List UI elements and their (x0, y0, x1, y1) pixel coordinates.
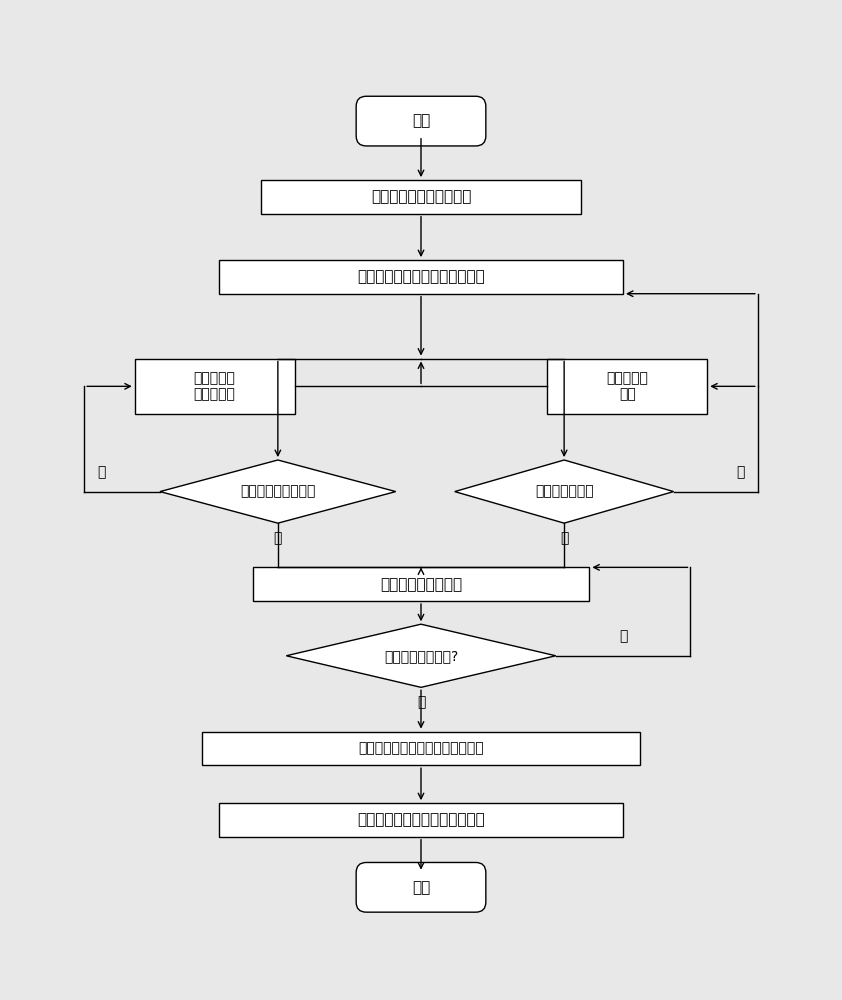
Bar (547, 359, 707, 414)
Bar (261, 180, 581, 214)
Text: 是: 是 (417, 695, 425, 709)
Polygon shape (160, 460, 396, 523)
Text: 放置热电偶、放入真空炉: 放置热电偶、放入真空炉 (370, 189, 472, 204)
Text: 施加大电流脉冲电源: 施加大电流脉冲电源 (380, 577, 462, 592)
Text: 焊接计时是否结束?: 焊接计时是否结束? (384, 649, 458, 663)
Bar (219, 260, 623, 294)
Text: 石墨发热体停止工作、取消压力: 石墨发热体停止工作、取消压力 (357, 812, 485, 827)
Text: 否: 否 (97, 465, 105, 479)
Text: 否: 否 (737, 465, 745, 479)
FancyBboxPatch shape (356, 862, 486, 912)
Text: 是: 是 (274, 531, 282, 545)
Text: 两个石墨发热体继续工作一段时间: 两个石墨发热体继续工作一段时间 (358, 741, 484, 755)
Text: 是: 是 (560, 531, 568, 545)
Bar (202, 732, 640, 765)
Text: 调节石墨发
热体产热量: 调节石墨发 热体产热量 (194, 371, 236, 401)
Text: 调节电磁阀
开度: 调节电磁阀 开度 (606, 371, 648, 401)
Polygon shape (286, 624, 556, 687)
FancyBboxPatch shape (356, 96, 486, 146)
Text: 是否为给定环境温度: 是否为给定环境温度 (240, 485, 316, 499)
Text: 否: 否 (619, 629, 627, 643)
Bar (219, 803, 623, 837)
Text: 结束: 结束 (412, 880, 430, 895)
Polygon shape (455, 460, 674, 523)
Text: 抽真空、预加压力、石墨体通电: 抽真空、预加压力、石墨体通电 (357, 269, 485, 284)
Bar (135, 359, 295, 414)
Text: 是否为给定压力: 是否为给定压力 (535, 485, 594, 499)
Bar (253, 567, 589, 601)
Text: 开始: 开始 (412, 114, 430, 129)
